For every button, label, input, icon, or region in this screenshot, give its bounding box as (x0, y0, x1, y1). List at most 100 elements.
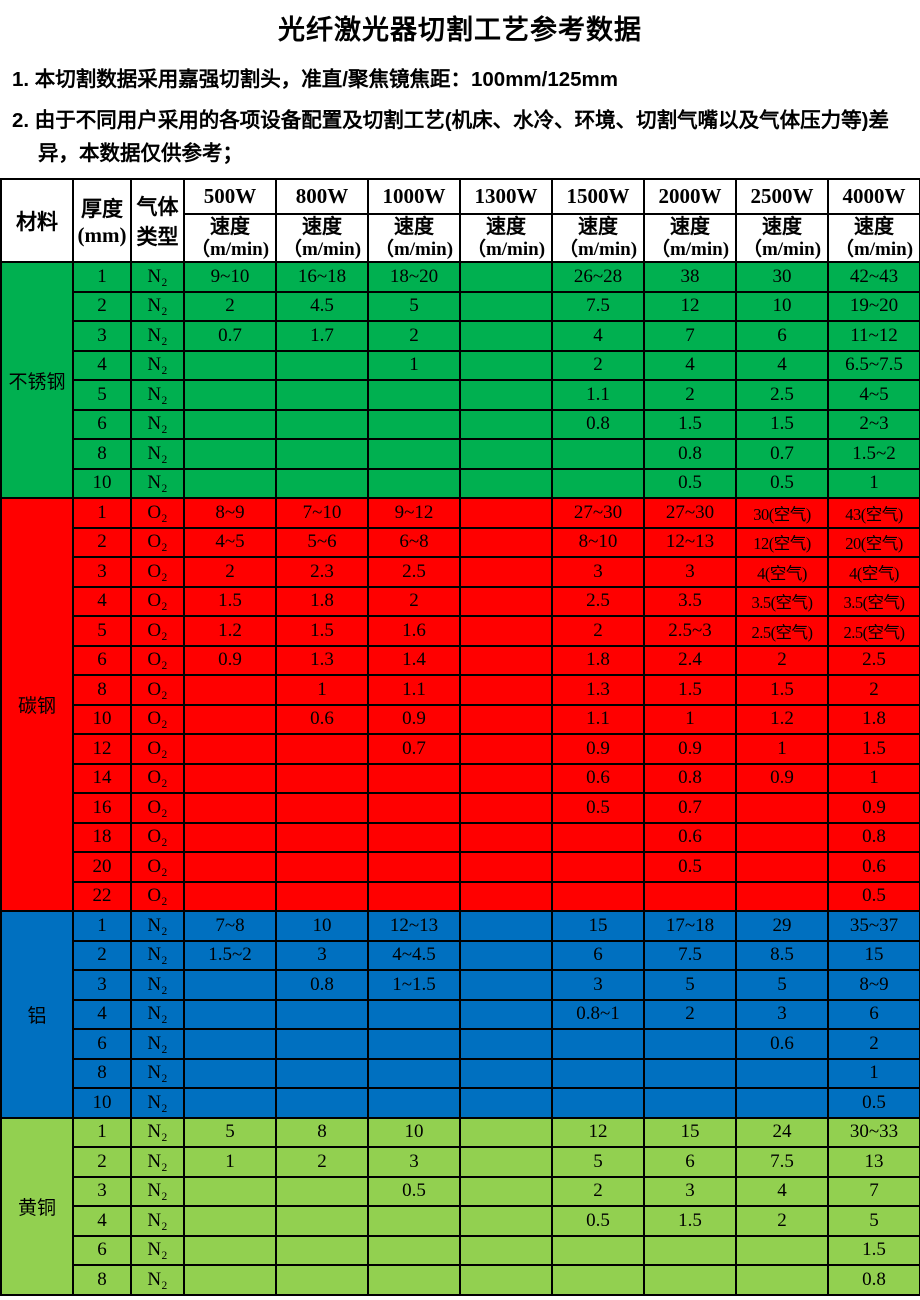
speed-cell: 12~13 (367, 910, 461, 942)
speed-cell (367, 792, 461, 824)
thickness-cell: 1 (72, 261, 132, 293)
speed-cell: 0.9 (551, 733, 645, 765)
gas-cell: N₂ (130, 379, 185, 411)
speed-cell: 0.6 (551, 762, 645, 794)
table-row: 黄铜 1 N₂ 5 8 10 12 15 24 30~33 (0, 1116, 920, 1296)
speed-cell (183, 880, 277, 912)
speed-cell (183, 1057, 277, 1089)
speed-cell (551, 1087, 645, 1119)
speed-cell: 0.8 (551, 408, 645, 440)
speed-cell (551, 1057, 645, 1089)
speed-cell (367, 821, 461, 853)
thickness-cell: 4 (72, 349, 132, 381)
speed-cell: 15 (827, 939, 920, 971)
speed-cell (367, 1028, 461, 1060)
speed-cell (275, 408, 369, 440)
thickness-cell: 3 (72, 969, 132, 1001)
speed-cell: 3.5 (643, 585, 737, 617)
table-row: 4 O₂ 1.5 1.8 2 2.5 3.5 3.5(空气) 3.5(空气) (1, 585, 920, 617)
speed-cell (275, 1028, 369, 1060)
speed-cell (183, 998, 277, 1030)
thickness-cell: 2 (72, 1146, 132, 1178)
speed-cell: 1.1 (367, 674, 461, 706)
gas-cell: O₂ (130, 703, 185, 735)
table-row: 3 O₂ 2 2.3 2.5 3 3 4(空气) 4(空气) (1, 556, 920, 588)
speed-cell: 2 (367, 320, 461, 352)
speed-cell (275, 467, 369, 499)
speed-cell (459, 320, 553, 352)
table-row: 14 O₂ 0.6 0.8 0.9 1 (1, 762, 920, 794)
speed-cell (367, 379, 461, 411)
gas-cell: N₂ (130, 1175, 185, 1207)
speed-cell (643, 1264, 737, 1296)
speed-cell (183, 349, 277, 381)
speed-cell: 38 (643, 261, 737, 293)
speed-cell: 9~12 (367, 497, 461, 529)
speed-cell: 1.5 (735, 674, 829, 706)
table-row: 8 N₂ 1 (1, 1057, 920, 1089)
speed-cell: 1.8 (827, 703, 920, 735)
header-power-500w: 500W (183, 178, 277, 215)
speed-cell: 3 (551, 969, 645, 1001)
gas-cell: N₂ (130, 467, 185, 499)
speed-cell: 0.5 (367, 1175, 461, 1207)
speed-cell (183, 1234, 277, 1266)
speed-cell (643, 1087, 737, 1119)
speed-cell: 8~10 (551, 526, 645, 558)
gas-cell: O₂ (130, 674, 185, 706)
gas-cell: O₂ (130, 497, 185, 529)
table-row: 2 N₂ 2 4.5 5 7.5 12 10 19~20 (1, 290, 920, 322)
speed-cell: 1.5 (183, 585, 277, 617)
speed-cell (459, 939, 553, 971)
speed-cell: 2.5~3 (643, 615, 737, 647)
table-row: 6 O₂ 0.9 1.3 1.4 1.8 2.4 2 2.5 (1, 644, 920, 676)
thickness-cell: 6 (72, 1234, 132, 1266)
thickness-cell: 12 (72, 733, 132, 765)
gas-cell: N₂ (130, 261, 185, 293)
gas-cell: N₂ (130, 1234, 185, 1266)
speed-cell: 0.7 (367, 733, 461, 765)
speed-cell (275, 998, 369, 1030)
speed-cell: 5 (183, 1116, 277, 1148)
gas-cell: N₂ (130, 408, 185, 440)
header-power-800w: 800W (275, 178, 369, 215)
speed-cell (367, 1205, 461, 1237)
speed-cell (183, 733, 277, 765)
speed-cell (275, 1057, 369, 1089)
header-material: 材料 (0, 178, 74, 263)
table-row: 5 N₂ 1.1 2 2.5 4~5 (1, 379, 920, 411)
speed-cell (459, 467, 553, 499)
speed-cell: 1~1.5 (367, 969, 461, 1001)
speed-cell (551, 1234, 645, 1266)
speed-cell: 2.3 (275, 556, 369, 588)
speed-cell (183, 792, 277, 824)
speed-cell: 2 (735, 1205, 829, 1237)
speed-cell: 7 (827, 1175, 920, 1207)
speed-cell: 1.6 (367, 615, 461, 647)
speed-cell: 1.5~2 (827, 438, 920, 470)
table-row: 5 O₂ 1.2 1.5 1.6 2 2.5~3 2.5(空气) 2.5(空气) (1, 615, 920, 647)
speed-cell: 7~8 (183, 910, 277, 942)
thickness-cell: 10 (72, 1087, 132, 1119)
thickness-cell: 1 (72, 1116, 132, 1148)
thickness-cell: 3 (72, 320, 132, 352)
table-header: 材料 厚度 (mm) 气体 类型 500W 800W 1000W 1300W 1… (0, 178, 920, 263)
speed-cell (459, 408, 553, 440)
speed-cell: 30 (735, 261, 829, 293)
speed-cell: 30(空气) (735, 497, 829, 529)
gas-cell: N₂ (130, 998, 185, 1030)
speed-cell: 0.8 (643, 762, 737, 794)
speed-cell (459, 1175, 553, 1207)
speed-cell: 2 (275, 1146, 369, 1178)
speed-cell: 2.5 (367, 556, 461, 588)
speed-cell: 24 (735, 1116, 829, 1148)
gas-cell: N₂ (130, 1087, 185, 1119)
speed-cell: 0.7 (735, 438, 829, 470)
speed-cell: 17~18 (643, 910, 737, 942)
page: 光纤激光器切割工艺参考数据 1. 本切割数据采用嘉强切割头，准直/聚焦镜焦距：1… (0, 8, 920, 1296)
speed-cell: 4 (643, 349, 737, 381)
table-row: 10 N₂ 0.5 (1, 1087, 920, 1119)
speed-cell (459, 379, 553, 411)
speed-cell (183, 851, 277, 883)
speed-cell: 0.5 (643, 851, 737, 883)
